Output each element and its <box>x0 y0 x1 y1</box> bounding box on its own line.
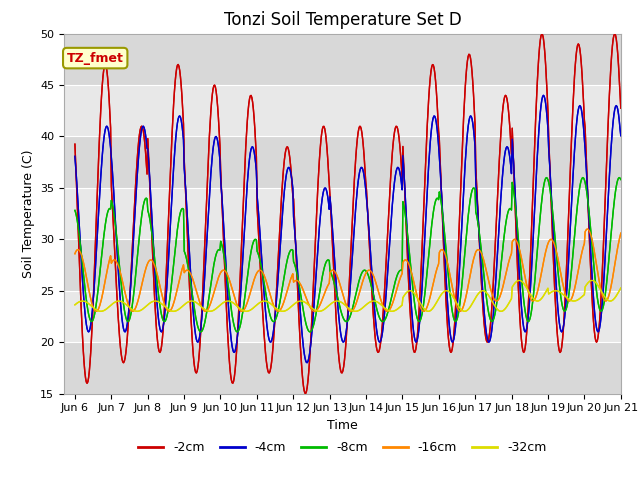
Bar <box>64 136 621 188</box>
Text: TZ_fmet: TZ_fmet <box>67 51 124 65</box>
Bar <box>64 342 621 394</box>
X-axis label: Time: Time <box>327 419 358 432</box>
Title: Tonzi Soil Temperature Set D: Tonzi Soil Temperature Set D <box>223 11 461 29</box>
Y-axis label: Soil Temperature (C): Soil Temperature (C) <box>22 149 35 278</box>
Bar <box>64 34 621 85</box>
Bar <box>64 188 621 240</box>
Bar <box>64 240 621 291</box>
Bar <box>64 291 621 342</box>
Bar <box>64 85 621 136</box>
Legend: -2cm, -4cm, -8cm, -16cm, -32cm: -2cm, -4cm, -8cm, -16cm, -32cm <box>133 436 552 459</box>
